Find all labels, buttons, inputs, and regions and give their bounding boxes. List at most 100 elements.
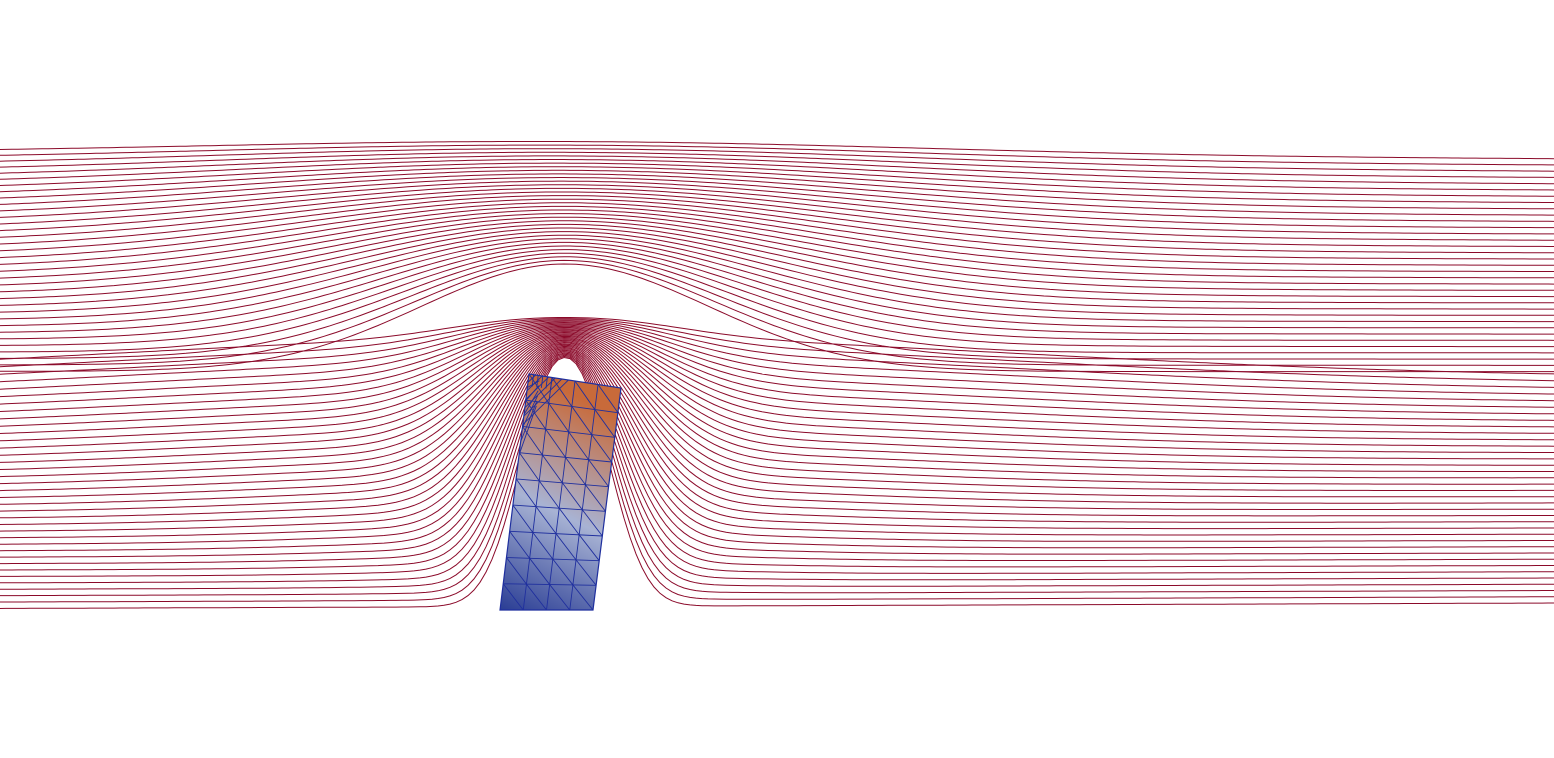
streamline (0, 340, 1554, 512)
mesh-edge-diagonal (506, 557, 527, 585)
streamline (0, 151, 1554, 178)
streamline (0, 354, 1554, 597)
streamline (0, 329, 1554, 447)
mesh-edge-refined (523, 378, 563, 417)
streamline (0, 148, 1554, 172)
streamline (0, 177, 1554, 222)
mesh-edge-diagonal (594, 409, 616, 438)
solid-body (499, 373, 622, 611)
streamline (0, 256, 1554, 360)
mesh-edge-diagonal (552, 558, 574, 586)
mesh-edge-diagonal (518, 452, 540, 482)
streamline (0, 162, 1554, 197)
streamline (0, 231, 1554, 316)
streamline (0, 259, 1554, 366)
solid-mesh-grid (502, 373, 619, 611)
mesh-edge-diagonal (542, 454, 563, 484)
streamline (0, 169, 1554, 210)
mesh-edge-diagonal (558, 507, 580, 536)
mesh-edge-diagonal (578, 534, 600, 561)
mesh-edge-diagonal (597, 384, 619, 413)
mesh-edge-diagonal (528, 373, 550, 404)
streamline (0, 328, 1554, 441)
streamline (0, 349, 1554, 565)
mesh-edge-diagonal (588, 459, 609, 487)
streamline (0, 187, 1554, 241)
streamline (0, 346, 1554, 552)
streamline (0, 144, 1554, 166)
mesh-edge-diagonal (535, 506, 557, 534)
streamline (0, 241, 1554, 335)
mesh-edge-diagonal (568, 431, 589, 460)
mesh-edge-diagonal (551, 377, 573, 407)
streamlines-group (0, 141, 1554, 609)
mesh-edge-refined (531, 374, 535, 387)
streamline (0, 202, 1554, 266)
streamline (0, 324, 1554, 421)
mesh-edge-diagonal (548, 403, 570, 433)
streamline (0, 166, 1554, 203)
streamline (0, 325, 1554, 428)
solid-body-fill (499, 373, 622, 611)
streamline (0, 322, 1554, 408)
mesh-edge-diagonal (555, 533, 577, 561)
mesh-edge-diagonal (585, 484, 606, 512)
streamline (0, 159, 1554, 191)
streamline (0, 353, 1554, 590)
streamline (0, 245, 1554, 341)
streamline (0, 341, 1554, 519)
mesh-edge-diagonal (526, 583, 547, 611)
streamline (0, 339, 1554, 505)
mesh-edge-refined (550, 377, 553, 390)
mesh-edge-diagonal (512, 504, 534, 533)
mesh-edge-diagonal (574, 380, 596, 410)
mesh-edge-refined (536, 375, 539, 388)
mesh-edge-diagonal (529, 558, 551, 585)
streamline (0, 317, 1554, 375)
streamline (0, 331, 1554, 460)
streamline (0, 345, 1554, 545)
mesh-edge-diagonal (502, 583, 524, 611)
streamline (0, 141, 1554, 160)
mesh-edge-refined (518, 405, 537, 456)
streamline (0, 191, 1554, 247)
streamline (0, 332, 1554, 466)
streamline (0, 344, 1554, 539)
streamline (0, 318, 1554, 382)
mesh-edge-diagonal (525, 399, 546, 430)
streamline (0, 350, 1554, 571)
mesh-edge-diagonal (561, 482, 583, 511)
streamline (0, 238, 1554, 329)
mesh-edge-diagonal (538, 480, 560, 509)
mesh-edge-diagonal (565, 457, 586, 485)
streamline (0, 205, 1554, 272)
mesh-edge-diagonal (549, 584, 571, 611)
streamline (0, 319, 1554, 388)
streamline (0, 252, 1554, 354)
mesh-edge-refined (520, 400, 538, 442)
streamline (0, 249, 1554, 348)
streamline (0, 334, 1554, 479)
streamline (0, 342, 1554, 525)
mesh-edge-refined (527, 374, 536, 383)
mesh-edge-refined (524, 377, 556, 409)
streamline (0, 180, 1554, 229)
mesh-edge-diagonal (522, 426, 543, 456)
streamline (0, 336, 1554, 492)
mesh-edge-refined (525, 376, 550, 400)
streamline (0, 227, 1554, 310)
mesh-edge-refined (522, 379, 569, 425)
mesh-edge-refined (526, 375, 543, 392)
mesh-edge-diagonal (545, 428, 566, 458)
streamline (0, 216, 1554, 291)
mesh-edge-diagonal (571, 406, 593, 435)
mesh-edge-refined (523, 390, 539, 415)
mesh-edge-vertical (569, 384, 599, 611)
streamline (0, 184, 1554, 235)
streamline (0, 343, 1554, 532)
streamline (0, 213, 1554, 285)
streamline (0, 351, 1554, 577)
streamline (0, 352, 1554, 584)
